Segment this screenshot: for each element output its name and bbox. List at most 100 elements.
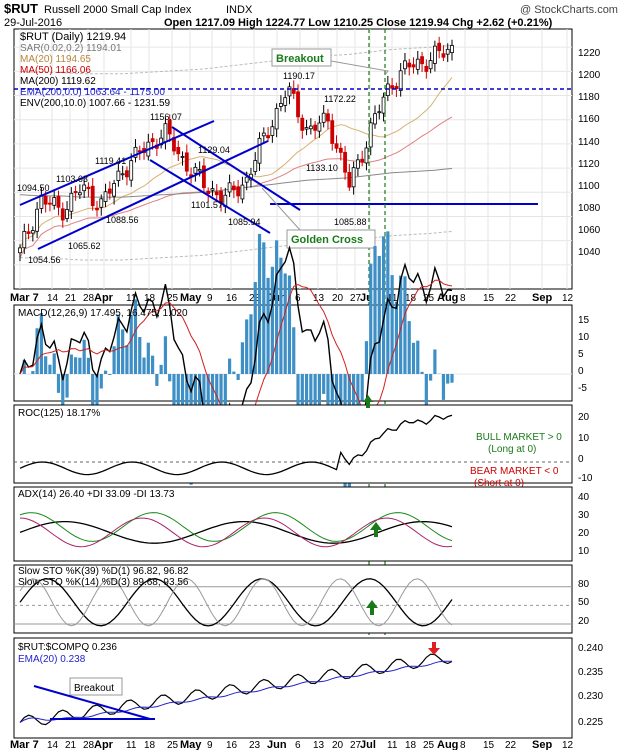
candle-body [450,45,454,53]
candle-body [163,123,168,143]
candle-body [107,188,112,194]
macd-hist-bar [317,374,322,431]
ratio-tick: 0.235 [578,667,603,678]
date-tick-bottom: 14 [47,740,59,750]
macd-hist-bar [373,246,377,374]
macd-hist-bar [142,357,146,374]
candle-body [18,247,22,254]
candle-body [373,113,377,125]
candle-body [193,166,198,174]
legend-sar: SAR(0.02,0.2) 1194.01 [20,43,122,54]
macd-hist-bar [74,357,78,374]
legend-price: $RUT (Daily) 1219.94 [20,31,126,43]
macd-hist-bar [292,327,296,374]
price-tick: 1040 [578,247,601,258]
main-legend: $RUT (Daily) 1219.94 SAR(0.02,0.2) 1194.… [20,31,171,109]
candle-body [56,195,61,208]
candle-body [30,230,35,234]
candle-body [356,159,360,169]
macd-hist-bar [364,341,369,374]
date-tick-bottom: 28 [83,740,95,750]
macd-hist-bar [275,240,279,374]
macd-hist-bar [168,374,172,382]
candle-body [266,135,270,139]
macd-tick: 5 [578,349,584,360]
candle-body [261,132,266,137]
adx-tick: 30 [578,510,590,521]
macd-hist-bar [227,358,232,374]
env-lower-line [19,230,453,261]
date-tick-bottom: 13 [313,740,325,750]
date-tick: 13 [313,293,325,304]
candle-body [86,186,91,190]
candle-body [202,165,206,188]
adx-title: ADX(14) 26.40 +DI 33.09 -DI 13.73 [18,489,175,500]
candle-body [82,184,87,192]
candle-body [180,156,185,158]
macd-hist-bar [198,374,202,435]
date-tick-bottom: Mar 7 [10,739,39,750]
candle-body [77,192,82,196]
candle-body [129,160,134,181]
date-tick: 9 [207,293,213,304]
candle-body [184,152,189,172]
macd-hist-bar [150,355,155,374]
date-tick: Sep [532,292,552,304]
sto-k39-line [19,578,453,627]
sto-panel [13,564,573,634]
macd-hist-bar [411,342,416,374]
candle-body [441,53,446,58]
candle-body [103,191,108,202]
candle-body [26,231,31,234]
macd-hist-bar [65,374,69,398]
candle-body [407,62,412,68]
macd-hist-bar [399,275,403,374]
ratio-breakout-line-upper [33,685,151,720]
adx-tick: 40 [578,492,590,503]
ratio-title: $RUT:$COMPQ 0.236 [18,642,117,653]
date-tick: 22 [505,293,517,304]
adx-axis: 40 30 20 10 [578,492,590,557]
macd-title: MACD(12,26,9) 17.495, 16.475, 1.020 [18,308,188,319]
candle-body [313,124,318,131]
macd-tick: 15 [578,315,590,326]
macd-hist-bar [39,312,43,374]
candle-body [197,169,202,172]
macd-hist-bar [112,346,116,374]
candle-body [300,117,305,131]
date-tick: 14 [47,293,59,304]
ratio-axis: 0.240 0.235 0.230 0.225 [578,643,603,728]
macd-hist-bar [52,353,56,374]
macd-hist-bar [424,374,428,405]
macd-hist-bar [429,374,433,381]
candle-body [99,198,104,208]
macd-hist-bar [69,354,73,374]
date-tick-bottom: 11 [387,740,398,750]
price-tick: 1120 [578,159,600,170]
candle-body [60,208,65,221]
candle-body [364,147,369,164]
macd-hist-bar [121,329,125,374]
date-tick-bottom: 15 [483,740,495,750]
candle-body [287,86,292,97]
macd-hist-bar [262,242,266,374]
golden-cross-callout-box [286,229,376,249]
golden-cross-callout-label: Golden Cross [291,234,363,246]
macd-hist-bar [266,277,270,374]
macd-hist-bar [270,266,274,374]
macd-hist-bar [394,301,398,374]
macd-hist-bar [133,299,138,374]
date-tick-bottom: May [180,739,202,750]
quote-line: Open 1217.09 High 1224.77 Low 1210.25 Cl… [164,17,553,29]
price-tick: 1220 [578,48,601,59]
label-1065: 1065.62 [68,241,101,251]
price-tick: 1200 [578,70,601,81]
date-tick: 25 [167,293,179,304]
date-tick: 8 [460,293,466,304]
label-1172: 1172.22 [324,94,356,104]
macd-hist-bar [253,282,257,374]
adx-tick: 10 [578,546,590,557]
ratio-sell-arrow-icon [428,642,440,655]
macd-tick: -5 [578,383,587,394]
